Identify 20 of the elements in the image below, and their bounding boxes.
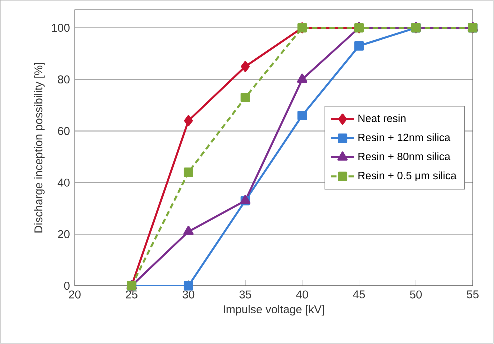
x-tick-label: 40 <box>296 290 308 299</box>
legend-label: Neat resin <box>358 114 406 122</box>
x-tick-label: 50 <box>410 290 422 299</box>
x-axis-title: Impulse voltage [kV] <box>224 305 324 316</box>
x-tick-label: 20 <box>69 290 81 299</box>
y-tick-label: 60 <box>58 127 70 136</box>
y-tick-label: 80 <box>58 76 70 84</box>
x-tick-label: 25 <box>126 290 138 299</box>
y-tick-label: 20 <box>58 230 70 238</box>
y-axis-title: Discharge inception possibility [%] <box>34 63 45 233</box>
x-tick-label: 55 <box>467 290 479 299</box>
legend-label: Resin + 0.5 μm silica <box>358 172 457 182</box>
x-tick-label: 35 <box>240 290 252 299</box>
y-tick-label: 40 <box>58 178 70 187</box>
legend-label: Resin + 80nm silica <box>358 152 451 160</box>
x-tick-label: 30 <box>182 290 195 299</box>
legend-label: Resin + 12nm silica <box>358 134 451 142</box>
y-tick-label: 100 <box>52 24 70 32</box>
y-tick-label: 0 <box>64 282 70 290</box>
x-tick-label: 45 <box>353 290 366 299</box>
